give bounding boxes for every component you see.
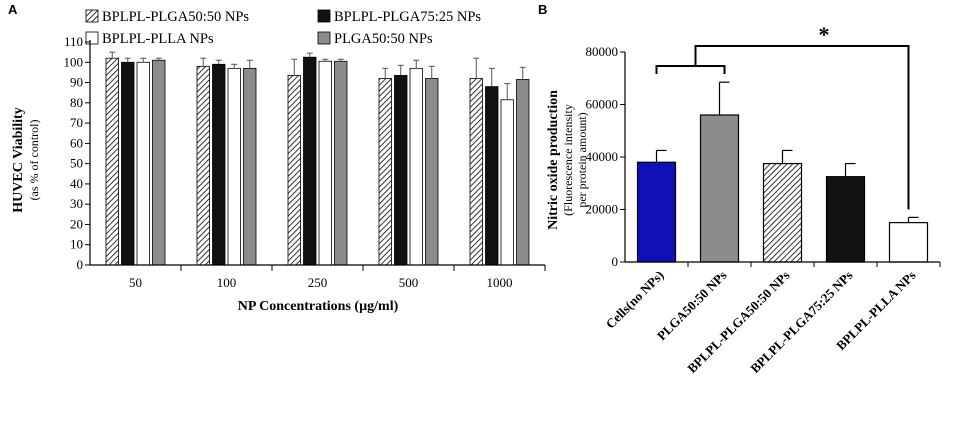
- panel-a-y-tick-label: 60: [70, 135, 83, 150]
- panel-a-legend-swatch: [85, 31, 99, 45]
- panel-a-bar: [485, 86, 499, 266]
- panel-a-y-tick-label: 70: [70, 115, 83, 130]
- panel-b-bar: [825, 176, 866, 263]
- panel-b-chart: B 0 20000 40000 60000 80000 Cells(no NPs)PLG…: [538, 2, 941, 376]
- panel-a-bar: [425, 78, 439, 266]
- panel-a-label: A: [8, 2, 18, 17]
- panel-b-axes: [624, 52, 940, 263]
- panel-a-y-tick-label: 10: [70, 237, 83, 252]
- panel-b-y-axis-subtitle-2: per protein amount): [575, 112, 589, 207]
- panel-a-bar: [394, 75, 408, 266]
- panel-a-bar: [212, 63, 226, 266]
- panel-a-axes: [89, 40, 545, 266]
- panel-b-bar: [762, 162, 803, 263]
- panel-a-legend-label: BPLPL-PLGA50:50 NPs: [102, 9, 249, 25]
- panel-a-x-tick-label: 50: [129, 275, 142, 290]
- panel-a-x-tick-label: 1000: [487, 275, 513, 290]
- panel-b-y-tick-label: 0: [612, 254, 619, 269]
- panel-b-x-tick-label: Cells(no NPs): [603, 268, 667, 332]
- panel-b-bracket-group: [655, 65, 726, 74]
- panel-a-bar: [243, 67, 257, 266]
- panel-b-y-tick-label: 40000: [586, 149, 619, 164]
- panel-b-y-ticks: 0 20000 40000 60000 80000: [586, 44, 625, 269]
- panel-b-y-tick-label: 20000: [586, 202, 619, 217]
- panel-b-y-axis-subtitle-1: (Fluorescence intensity: [561, 104, 575, 216]
- panel-a-y-tick-label: 100: [64, 54, 84, 69]
- panel-a-legend-swatch: [317, 9, 331, 23]
- panel-a-legend-label: BPLPL-PLLA NPs: [102, 31, 214, 47]
- panel-b-y-tick-label: 80000: [586, 44, 619, 59]
- panel-a-y-axis-title: HUVEC Viability: [11, 107, 26, 212]
- panel-a-x-axis-title: NP Concentrations (µg/ml): [238, 299, 399, 314]
- panel-a-y-tick-label: 30: [70, 196, 83, 211]
- panel-b-significance-bracket: *: [655, 22, 910, 210]
- panel-a-y-tick-label: 110: [64, 34, 83, 49]
- panel-a-bar: [469, 78, 483, 266]
- panel-a-y-tick-label: 20: [70, 216, 83, 231]
- panel-b-bar: [636, 161, 677, 263]
- panel-a-legend-swatch: [317, 31, 331, 45]
- panel-a-bar: [409, 67, 423, 266]
- panel-a-y-tick-label: 80: [70, 95, 83, 110]
- panel-b-label: B: [538, 2, 547, 17]
- panel-b-x-tick-label: BPLPL-PLGA75:25 NPs: [747, 268, 855, 376]
- panel-a-y-axis-subtitle: (as % of control): [27, 120, 41, 201]
- panel-b-bar: [888, 222, 929, 263]
- panel-a-x-tick-label: 500: [399, 275, 419, 290]
- panel-a-bar: [334, 60, 348, 266]
- panel-a-bar: [303, 56, 317, 266]
- panel-a-legend-label: PLGA50:50 NPs: [334, 31, 433, 47]
- panel-a-bar: [136, 61, 150, 266]
- panel-a-bar: [378, 78, 392, 266]
- panel-a-bar: [121, 61, 135, 266]
- panel-a-y-tick-label: 0: [77, 257, 84, 272]
- panel-b-x-ticks: Cells(no NPs)PLGA50:50 NPsBPLPL-PLGA50:5…: [603, 262, 941, 376]
- panel-a-legend: BPLPL-PLGA50:50 NPs BPLPL-PLGA75:25 NPs BP…: [85, 9, 481, 47]
- panel-b-bracket-main: [694, 45, 910, 210]
- panel-a-y-tick-label: 90: [70, 75, 83, 90]
- panel-b-y-tick-label: 60000: [586, 97, 619, 112]
- panel-a-bar: [500, 99, 514, 266]
- panel-a-y-tick-label: 40: [70, 176, 83, 191]
- panel-a-y-ticks: 0 10 20 30 40 50 60 70 80 90 100 110: [64, 34, 90, 272]
- panel-a-bar: [287, 75, 301, 266]
- panel-b-bars: [636, 81, 929, 263]
- panel-b-bar: [699, 114, 740, 263]
- panel-a-x-tick-label: 100: [217, 275, 237, 290]
- panel-a-y-tick-label: 50: [70, 156, 83, 171]
- panel-a-legend-label: BPLPL-PLGA75:25 NPs: [334, 9, 481, 25]
- panel-a-bar: [516, 79, 530, 266]
- panel-a-bar: [227, 67, 241, 266]
- panel-a-bar: [152, 59, 166, 266]
- panel-a-chart: A BPLPL-PLGA50:50 NPs BPLPL-PLGA75:25 NPs…: [8, 2, 546, 314]
- panel-b-x-tick-label: BPLPL-PLGA50:50 NPs: [684, 268, 792, 376]
- panel-a-x-tick-label: 250: [308, 275, 328, 290]
- panel-b-y-axis-title: Nitric oxide production: [546, 90, 561, 230]
- panel-a-legend-swatch: [85, 9, 99, 23]
- panel-a-bar: [196, 65, 210, 266]
- panel-a-x-ticks: 50 100 250 500 1000: [129, 265, 546, 290]
- panel-a-bar: [105, 57, 119, 266]
- panel-a-bar: [318, 60, 332, 266]
- panel-a-bars: [105, 51, 530, 266]
- panel-b-significance-star: *: [819, 22, 830, 47]
